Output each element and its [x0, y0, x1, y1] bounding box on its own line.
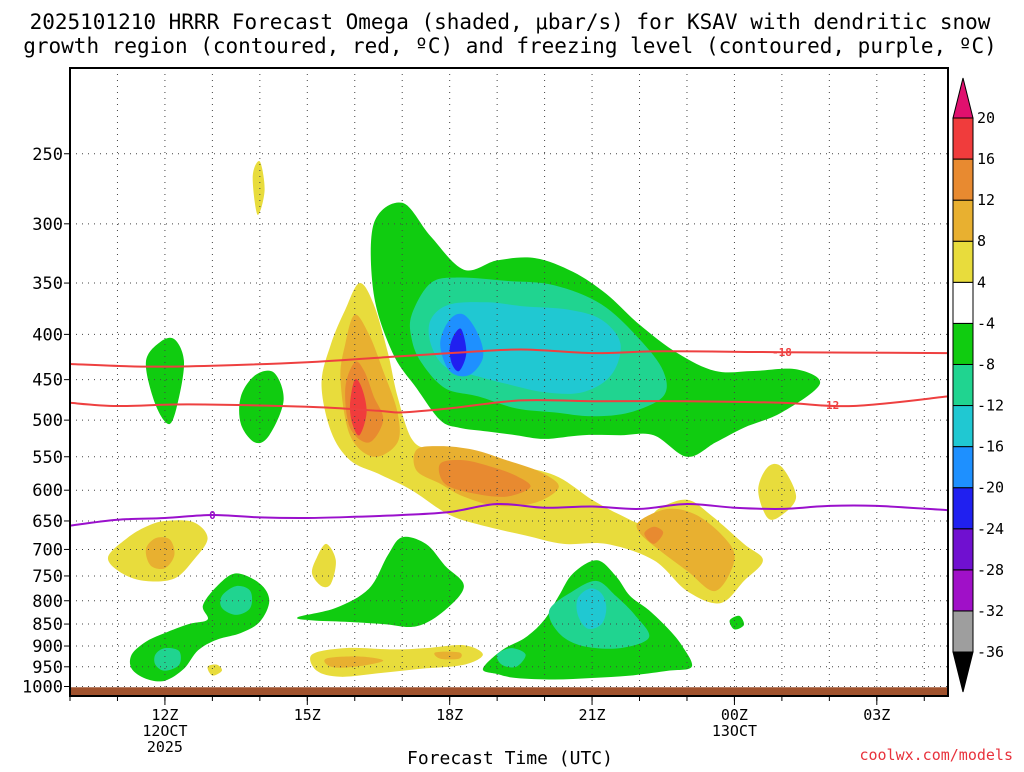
y-tick-label-500: 500 [32, 411, 63, 431]
omega-region-1 [239, 370, 284, 444]
y-tick-label-300: 300 [32, 215, 63, 235]
omega-region-30 [576, 588, 607, 629]
colorbar-label-6: -8 [977, 355, 995, 373]
colorbar-label-8: -16 [977, 438, 1004, 456]
omega-region-5 [428, 302, 621, 394]
colorbar-segment-1 [952, 610, 974, 653]
x-tick-label-24-1: 13OCT [712, 722, 757, 740]
colorbar-segment-9 [952, 281, 974, 324]
omega-region-14 [636, 508, 735, 592]
x-axis-label: Forecast Time (UTC) [407, 748, 613, 768]
omega-region-21 [324, 656, 384, 668]
contour--12 [70, 395, 948, 414]
plot-contents: -18 -12 0 [70, 68, 948, 696]
x-tick-label-12-1: 12OCT [142, 722, 187, 740]
contour-0 [70, 502, 948, 527]
omega-region-19 [311, 543, 336, 588]
y-tick-label-900: 900 [32, 637, 63, 657]
colorbar-segment-2 [952, 569, 974, 612]
x-tick-label-12-0: 12Z [151, 706, 178, 724]
omega-region-15 [644, 526, 664, 544]
colorbar-label-11: -28 [977, 561, 1004, 579]
x-tick-label-21-0: 21Z [579, 706, 606, 724]
y-tick-label-600: 600 [32, 481, 63, 501]
plot-area: -18 -12 0 [70, 68, 948, 696]
x-tick-label-24-0: 00Z [721, 706, 748, 724]
colorbar-label-13: -36 [977, 643, 1004, 661]
x-tick-label-18-0: 18Z [436, 706, 463, 724]
y-tick-label-850: 850 [32, 615, 63, 635]
colorbar-label-3: 8 [977, 232, 986, 250]
colorbar-label-5: -4 [977, 314, 995, 332]
axes: 2503003504004505005506006507007508008509… [22, 67, 949, 756]
y-tick-label-750: 750 [32, 567, 63, 587]
omega-region-26 [220, 585, 253, 615]
contour-label-0: 0 [209, 509, 216, 522]
y-tick-label-1000: 1000 [22, 678, 63, 698]
omega-region-24 [296, 536, 464, 628]
omega-region-11 [349, 378, 367, 436]
y-tick-label-800: 800 [32, 592, 63, 612]
colorbar-segment-12 [952, 158, 974, 201]
chart-title-line-1: 2025101210 HRRR Forecast Omega (shaded, … [30, 10, 991, 34]
x-tick-label-15-0: 15Z [294, 706, 321, 724]
colorbar-label-1: 16 [977, 150, 995, 168]
y-tick-label-250: 250 [32, 145, 63, 165]
colorbar-segment-4 [952, 487, 974, 530]
colorbar-label-9: -20 [977, 479, 1004, 497]
y-tick-label-650: 650 [32, 512, 63, 532]
ground-strip [70, 687, 948, 696]
contour--18 [70, 348, 948, 368]
omega-region-18 [145, 537, 175, 570]
contour-label--18: -18 [772, 346, 792, 359]
chart-title-line-2: growth region (contoured, red, ºC) and f… [23, 34, 997, 58]
colorbar-segment-6 [952, 405, 974, 448]
colorbar-segment-5 [952, 446, 974, 489]
omega-region-22 [434, 651, 462, 660]
x-tick-label-27-0: 03Z [863, 706, 890, 724]
omega-region-27 [154, 647, 181, 671]
y-tick-label-950: 950 [32, 658, 63, 678]
y-tick-label-400: 400 [32, 325, 63, 345]
omega-region-13 [438, 459, 531, 497]
omega-region-23 [207, 664, 223, 676]
plot-frame [69, 67, 949, 697]
colorbar-label-10: -24 [977, 520, 1004, 538]
y-tick-label-350: 350 [32, 274, 63, 294]
colorbar: 20 16 12 8 4 -4 -8 -12 -16 -20 -24 -28 -32 -36 [952, 77, 1004, 693]
colorbar-label-2: 12 [977, 191, 995, 209]
colorbar-segment-13 [952, 117, 974, 160]
omega-region-31 [496, 648, 526, 668]
credit-text: coolwx.com/models [859, 746, 1013, 764]
omega-region-16 [758, 463, 797, 520]
y-tick-label-450: 450 [32, 371, 63, 391]
omega-region-32 [729, 615, 745, 630]
colorbar-segment-3 [952, 528, 974, 571]
colorbar-label-12: -32 [977, 602, 1004, 620]
colorbar-label-7: -12 [977, 397, 1004, 415]
colorbar-segment-11 [952, 199, 974, 242]
omega-region-7 [449, 328, 467, 372]
y-tick-label-550: 550 [32, 448, 63, 468]
colorbar-label-0: 20 [977, 109, 995, 127]
colorbar-segment-10 [952, 240, 974, 283]
contour-label--12: -12 [819, 399, 839, 412]
omega-region-2 [252, 160, 265, 215]
colorbar-label-4: 4 [977, 273, 986, 291]
y-tick-label-700: 700 [32, 540, 63, 560]
colorbar-segment-8 [952, 322, 974, 365]
x-tick-label-12-2: 2025 [147, 738, 183, 756]
colorbar-segment-7 [952, 363, 974, 407]
